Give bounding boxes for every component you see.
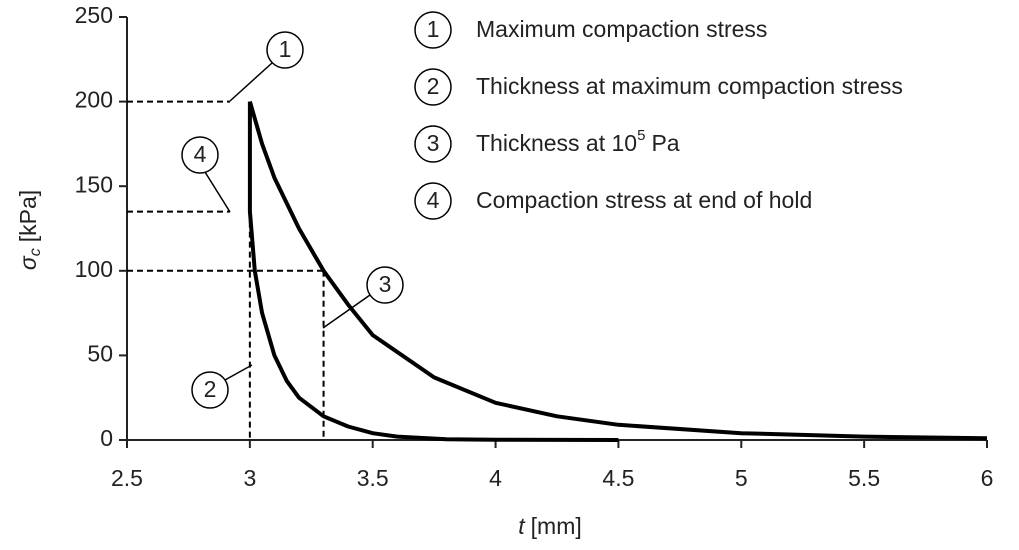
legend-label: Thickness at 10 bbox=[476, 130, 637, 156]
x-axis-symbol: t bbox=[518, 513, 526, 539]
legend-number: 4 bbox=[427, 187, 440, 213]
legend-superscript: 5 bbox=[637, 127, 645, 144]
legend-number: 1 bbox=[427, 16, 440, 42]
y-tick-label: 150 bbox=[75, 171, 113, 197]
callout-circle bbox=[191, 371, 229, 409]
x-tick-label: 5.5 bbox=[848, 465, 880, 491]
leader-line bbox=[322, 294, 371, 329]
legend-circle bbox=[414, 125, 452, 163]
x-axis-unit: [mm] bbox=[531, 513, 582, 539]
legend-text: Thickness at 105 Pa bbox=[476, 127, 680, 156]
y-tick-label: 50 bbox=[87, 340, 113, 366]
y-axis-title: σc [kPa] bbox=[15, 190, 44, 270]
leader-line bbox=[224, 364, 253, 381]
callout-number: 2 bbox=[204, 376, 217, 402]
y-tick-label: 250 bbox=[75, 2, 113, 28]
callout-number: 3 bbox=[379, 271, 392, 297]
y-axis-unit: [kPa] bbox=[15, 190, 41, 242]
x-tick-label: 4 bbox=[489, 465, 502, 491]
legend-text: Thickness at maximum compaction stress bbox=[476, 73, 903, 99]
y-tick-label: 0 bbox=[100, 425, 113, 451]
y-tick-label: 100 bbox=[75, 256, 113, 282]
x-tick-label: 6 bbox=[981, 465, 994, 491]
y-axis-symbol: σ bbox=[15, 255, 41, 270]
legend-label: Compaction stress at end of hold bbox=[476, 187, 812, 213]
x-axis-title: t [mm] bbox=[518, 513, 582, 539]
callout-circle bbox=[266, 31, 304, 69]
legend-label-end: Pa bbox=[651, 130, 679, 156]
callout-circle bbox=[366, 266, 404, 304]
legend-circle bbox=[414, 182, 452, 220]
data-line bbox=[247, 101, 619, 442]
legend-label: Thickness at maximum compaction stress bbox=[476, 73, 903, 99]
leader-line bbox=[204, 171, 231, 213]
legend-circle bbox=[414, 11, 452, 49]
legend-circle bbox=[414, 68, 452, 106]
x-tick-label: 3 bbox=[243, 465, 256, 491]
x-tick-label: 5 bbox=[735, 465, 748, 491]
y-tick-label: 200 bbox=[75, 87, 113, 113]
callout-number: 1 bbox=[279, 36, 292, 62]
y-axis-subscript: c bbox=[27, 248, 44, 256]
legend-text: Compaction stress at end of hold bbox=[476, 187, 812, 213]
x-tick-label: 2.5 bbox=[111, 465, 143, 491]
legend-number: 3 bbox=[427, 130, 440, 156]
legend-text: Maximum compaction stress bbox=[476, 16, 767, 42]
legend-label: Maximum compaction stress bbox=[476, 16, 767, 42]
x-tick-label: 3.5 bbox=[357, 465, 389, 491]
data-line bbox=[247, 101, 988, 441]
callout-number: 4 bbox=[194, 141, 207, 167]
callout-circle bbox=[181, 136, 219, 174]
leader-line bbox=[229, 62, 273, 102]
legend-number: 2 bbox=[427, 73, 440, 99]
x-tick-label: 4.5 bbox=[602, 465, 634, 491]
